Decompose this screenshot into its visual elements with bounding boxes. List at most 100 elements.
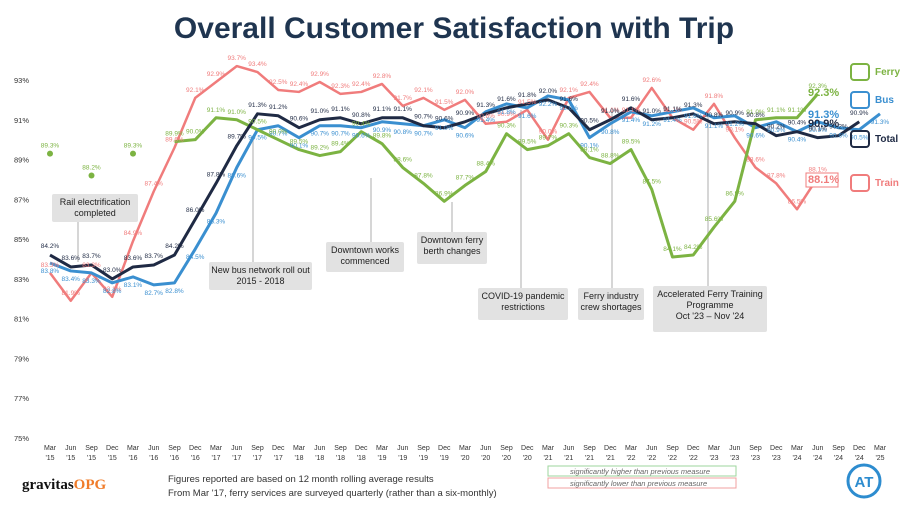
- data-label: 91.1%: [373, 106, 392, 113]
- data-label: 83.6%: [124, 255, 143, 262]
- x-tick-label: Sep: [417, 445, 430, 452]
- x-tick-label: '20: [523, 455, 532, 462]
- data-label: 91.1%: [705, 123, 724, 130]
- data-label: 90.1%: [726, 127, 745, 134]
- x-tick-label: '16: [149, 455, 158, 462]
- data-label: 90.9%: [809, 127, 828, 134]
- footnote-1: Figures reported are based on 12 month r…: [168, 474, 434, 485]
- data-label: 90.3%: [497, 123, 516, 130]
- x-tick-label: Jun: [563, 445, 574, 452]
- series-lines: [47, 64, 881, 303]
- legend-higher-swatch: [547, 465, 737, 477]
- series-line-bus: [49, 94, 881, 287]
- data-label: 90.4%: [352, 121, 371, 128]
- annotation-box: [578, 288, 644, 320]
- data-label: 92.9%: [207, 71, 226, 78]
- x-tick-label: '19: [419, 455, 428, 462]
- data-label: 90.0%: [539, 129, 558, 136]
- x-tick-label: '17: [232, 455, 241, 462]
- data-label: 93.4%: [248, 61, 267, 68]
- x-tick-label: Jun: [231, 445, 242, 452]
- at-logo-text: AT: [855, 474, 874, 491]
- data-label: 90.9%: [850, 110, 869, 117]
- series-point-ferry: [130, 150, 136, 157]
- data-label: 89.7%: [228, 134, 247, 141]
- annotation-box: [653, 286, 767, 332]
- series-point-ferry: [88, 172, 95, 179]
- data-label: 83.7%: [145, 253, 164, 260]
- annotation-text: Accelerated Ferry Training: [657, 289, 763, 299]
- data-label: 87.8%: [767, 172, 786, 179]
- end-label-train: 88.1%: [808, 174, 839, 186]
- data-label: 90.6%: [352, 133, 371, 140]
- x-tick-label: '16: [170, 455, 179, 462]
- data-label: 90.5%: [850, 135, 869, 142]
- end-label-bus: 91.3%: [808, 109, 839, 121]
- x-tick-label: Jun: [812, 445, 823, 452]
- annotation-text: restrictions: [501, 302, 545, 312]
- data-label: 90.1%: [290, 143, 309, 150]
- data-label: 90.6%: [456, 133, 475, 140]
- data-label: 84.2%: [41, 243, 60, 250]
- x-tick-label: '22: [626, 455, 635, 462]
- data-label: 88.6%: [228, 173, 247, 180]
- x-tick-label: Mar: [127, 445, 140, 452]
- annotation-text: Downtown ferry: [421, 235, 484, 245]
- x-tick-label: Mar: [542, 445, 555, 452]
- x-tick-label: Mar: [293, 445, 306, 452]
- legend-lower-swatch: [547, 477, 737, 489]
- data-label: 90.5%: [684, 119, 703, 126]
- x-tick-label: '22: [668, 455, 677, 462]
- data-label: 91.5%: [518, 99, 537, 106]
- annotation-box: [52, 194, 138, 222]
- data-label: 82.8%: [165, 288, 184, 295]
- data-label: 89.3%: [41, 143, 60, 150]
- data-label: 83.4%: [62, 276, 81, 283]
- data-label: 89.4%: [331, 141, 350, 148]
- y-tick-label: 91%: [14, 116, 29, 125]
- annotation-box: [209, 262, 312, 290]
- data-label: 91.0%: [601, 108, 620, 115]
- x-tick-label: '19: [440, 455, 449, 462]
- x-tick-label: Mar: [44, 445, 57, 452]
- legend-train: Train: [875, 178, 899, 189]
- x-tick-label: Sep: [832, 445, 845, 452]
- data-label: 92.8%: [373, 73, 392, 80]
- x-tick-label: Dec: [189, 445, 202, 452]
- x-tick-label: '15: [87, 455, 96, 462]
- data-label: 90.5%: [580, 118, 599, 125]
- x-tick-label: Sep: [749, 445, 762, 452]
- data-label: 88.6%: [746, 157, 765, 164]
- data-label: 90.4%: [788, 120, 807, 127]
- data-label: 87.4%: [145, 180, 164, 187]
- data-label: 91.8%: [518, 92, 537, 99]
- data-label: 90.7%: [331, 131, 350, 138]
- data-label: 86.5%: [788, 198, 807, 205]
- data-label: 84.1%: [663, 246, 682, 253]
- data-label: 90.9%: [767, 127, 786, 134]
- data-label: 91.2%: [269, 104, 288, 111]
- x-tick-label: Dec: [272, 445, 285, 452]
- y-tick-label: 85%: [14, 235, 29, 244]
- x-tick-label: '18: [315, 455, 324, 462]
- annotation-text: crew shortages: [580, 302, 642, 312]
- data-label: 87.7%: [456, 174, 475, 181]
- data-label: 90.6%: [829, 133, 848, 140]
- data-label: 86.9%: [726, 190, 745, 197]
- x-tick-label: '24: [813, 455, 822, 462]
- data-label: 91.6%: [518, 113, 537, 120]
- data-label: 92.0%: [539, 88, 558, 95]
- data-label: 83.7%: [82, 253, 101, 260]
- legend-ferry: Ferry: [875, 67, 900, 78]
- y-tick-label: 89%: [14, 156, 29, 165]
- annotation-box: [417, 232, 487, 264]
- data-label: 91.1%: [788, 107, 807, 114]
- data-label: 88.1%: [809, 166, 828, 173]
- data-label: 90.8%: [746, 112, 765, 119]
- data-label: 91.7%: [394, 95, 413, 102]
- data-label: 91.0%: [746, 109, 765, 116]
- x-tick-label: '23: [772, 455, 781, 462]
- data-label: 89.8%: [373, 133, 392, 140]
- x-tick-label: '17: [253, 455, 262, 462]
